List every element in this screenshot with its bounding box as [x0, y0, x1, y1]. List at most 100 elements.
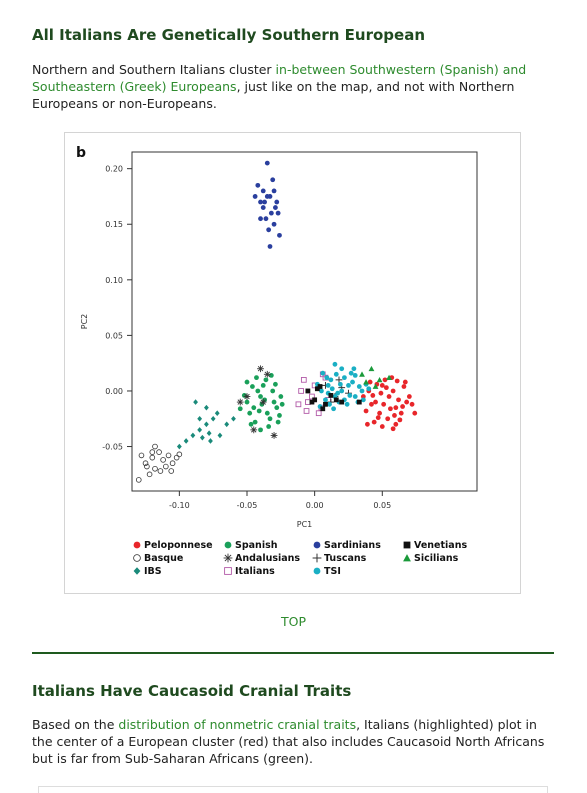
- data-point-ibs: [214, 410, 220, 416]
- legend-marker-peloponnese: [133, 541, 141, 549]
- data-point-spanish: [270, 388, 276, 394]
- data-point-peloponnese: [363, 408, 369, 414]
- data-point-italians: [298, 388, 304, 394]
- data-point-ibs: [210, 415, 216, 422]
- legend-label-tsi: TSI: [324, 566, 341, 577]
- data-point-spanish: [273, 381, 278, 387]
- data-point-andalusians: [263, 370, 271, 378]
- data-point-sardinians: [267, 244, 273, 249]
- data-point-italians: [300, 377, 307, 383]
- data-point-peloponnese: [360, 394, 366, 399]
- data-point-venetians: [305, 388, 311, 394]
- next-figure-frame: [38, 786, 548, 793]
- data-point-basque: [152, 465, 158, 472]
- data-point-tsi: [339, 366, 345, 372]
- data-point-spanish: [258, 394, 263, 399]
- data-point-tsi: [320, 370, 326, 376]
- x-tick-label: 0.00: [306, 501, 324, 510]
- x-axis-label: PC1: [297, 520, 313, 529]
- data-point-peloponnese: [379, 383, 385, 388]
- y-tick-label: -0.05: [102, 443, 123, 452]
- data-point-venetians: [320, 406, 326, 412]
- data-point-spanish: [267, 416, 273, 422]
- data-point-tsi: [356, 384, 362, 389]
- data-point-sardinians: [260, 188, 266, 194]
- data-point-peloponnese: [412, 410, 418, 416]
- data-point-andalusians: [259, 398, 267, 406]
- data-point-venetians: [333, 397, 339, 403]
- data-point-sardinians: [266, 227, 272, 233]
- y-tick-label: 0.20: [105, 165, 123, 174]
- legend-marker-italians: [224, 567, 232, 575]
- data-point-spanish: [248, 421, 254, 427]
- data-point-basque: [173, 454, 180, 461]
- data-point-venetians: [317, 384, 323, 389]
- data-point-sardinians: [277, 232, 282, 238]
- data-point-tsi: [332, 361, 338, 367]
- data-point-sicilians: [386, 374, 392, 381]
- legend-marker-spanish: [224, 541, 232, 549]
- y-axis-label: PC2: [80, 314, 89, 330]
- section-divider: [32, 652, 554, 654]
- data-point-spanish: [237, 406, 243, 412]
- data-point-sicilians: [368, 365, 375, 372]
- data-point-italians: [295, 401, 302, 408]
- data-point-spanish: [255, 388, 261, 394]
- data-point-tsi: [366, 386, 372, 392]
- legend-marker-sicilians: [403, 554, 411, 562]
- data-point-ibs: [217, 432, 223, 439]
- data-point-peloponnese: [402, 379, 408, 385]
- data-point-tsi: [337, 381, 343, 387]
- legend-marker-ibs: [133, 567, 141, 575]
- data-point-peloponnese: [393, 421, 399, 427]
- data-point-sardinians: [275, 210, 281, 216]
- data-point-sardinians: [263, 216, 269, 222]
- data-point-spanish: [254, 375, 259, 381]
- paragraph-text: Northern and Southern Italians cluster: [32, 62, 276, 77]
- data-point-tsi: [346, 383, 351, 388]
- top-link[interactable]: TOP: [280, 614, 306, 629]
- data-point-spanish: [244, 399, 250, 405]
- data-point-venetians: [309, 399, 315, 405]
- data-point-spanish: [277, 413, 282, 418]
- data-point-peloponnese: [381, 401, 387, 407]
- data-point-peloponnese: [365, 421, 370, 427]
- data-point-peloponnese: [390, 426, 396, 432]
- panel-label: b: [76, 145, 86, 161]
- data-point-peloponnese: [388, 406, 393, 412]
- data-point-spanish: [250, 384, 255, 389]
- data-point-spanish: [275, 419, 281, 425]
- legend-marker-tuscans: [312, 553, 322, 563]
- inline-link-spanish-greek[interactable]: in-between Southwestern (Spanish) and So…: [32, 62, 527, 94]
- data-point-basque: [144, 463, 150, 470]
- data-point-andalusians: [257, 365, 264, 373]
- data-point-peloponnese: [406, 394, 412, 399]
- data-point-spanish: [247, 410, 253, 416]
- section-paragraph-cranial: Based on the distribution of nonmetric c…: [32, 716, 547, 767]
- data-point-sicilians: [359, 371, 365, 377]
- data-point-ibs: [204, 404, 209, 411]
- data-point-venetians: [339, 399, 345, 405]
- x-tick-label: -0.05: [237, 501, 258, 510]
- data-point-ibs: [183, 438, 189, 444]
- paragraph-text: Based on the: [32, 717, 119, 732]
- data-point-tsi: [348, 370, 354, 376]
- data-point-peloponnese: [400, 404, 405, 409]
- data-point-peloponnese: [394, 378, 400, 384]
- data-point-tsi: [325, 383, 331, 388]
- paragraph-text: , just like on the map, and not with Nor…: [32, 79, 515, 111]
- data-point-tsi: [331, 406, 336, 412]
- data-point-peloponnese: [390, 388, 396, 394]
- legend-label-venetians: Venetians: [414, 540, 467, 551]
- data-point-basque: [152, 443, 158, 450]
- data-point-andalusians: [236, 398, 244, 406]
- data-point-tsi: [352, 394, 358, 399]
- data-point-peloponnese: [404, 399, 410, 405]
- data-point-peloponnese: [370, 393, 376, 398]
- data-point-basque: [168, 468, 175, 474]
- inline-link-cranial-traits[interactable]: distribution of nonmetric cranial traits: [118, 717, 357, 732]
- data-point-sardinians: [271, 221, 277, 227]
- legend-label-italians: Italians: [235, 566, 275, 577]
- data-point-basque: [165, 452, 172, 459]
- section-title-cranial: Italians Have Caucasoid Cranial Traits: [32, 682, 352, 700]
